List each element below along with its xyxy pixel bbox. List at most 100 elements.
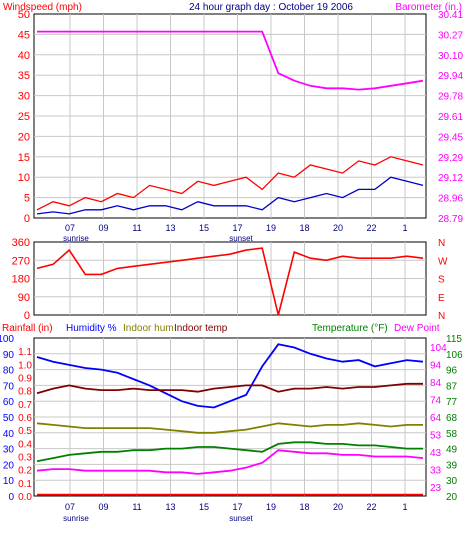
humidity-tick: 60 [3, 397, 15, 408]
chart-title: 24 hour graph day : October 19 2006 [189, 2, 353, 13]
temp-b-tick: 58 [446, 429, 458, 440]
barometer-axis-title: Barometer (in.) [395, 2, 462, 13]
rain-tick: 0.6 [18, 413, 32, 424]
temp-b-tick: 77 [446, 397, 458, 408]
wind-left-tick: 10 [18, 172, 30, 184]
temp-a-tick: 43 [430, 448, 442, 459]
rain-tick: 0.0 [18, 492, 32, 503]
indoor-hum-line [36, 422, 423, 434]
wind-left-tick: 50 [18, 9, 30, 21]
direction-right-tick: S [438, 275, 445, 286]
rain-tick: 0.5 [18, 426, 32, 437]
temp-a-tick: 84 [430, 378, 442, 389]
humidity-tick: 0 [8, 492, 14, 503]
indoor-temp-line [36, 382, 423, 395]
humidity-tick: 80 [3, 366, 15, 377]
x-tick-bottom: 11 [132, 502, 141, 512]
x-tick-bottom: 19 [266, 502, 276, 512]
temp-a-tick: 23 [430, 483, 442, 494]
grid-lines [34, 14, 426, 496]
barometer-line [37, 30, 424, 91]
temperature-line [36, 441, 423, 463]
wind-left-tick: 45 [18, 29, 30, 41]
temp-a-tick: 74 [430, 395, 442, 406]
x-tick-top: 15 [199, 223, 209, 233]
wind-right-tick: 29.12 [438, 173, 463, 184]
x-tick-top: 18 [299, 223, 309, 233]
indoor-temp-legend: Indoor temp [174, 323, 228, 334]
sunrise-label-bottom: sunrise [63, 514, 89, 523]
sunrise-label-top: sunrise [63, 234, 89, 243]
wind-right-tick: 29.78 [438, 92, 463, 103]
dewpoint-line [36, 449, 424, 475]
humidity-tick: 100 [0, 334, 14, 345]
wind-right-tick: 28.96 [438, 194, 463, 205]
x-tick-bottom: 18 [299, 502, 309, 512]
humidity-tick: 90 [3, 350, 15, 361]
wind-left-tick: 25 [18, 111, 30, 123]
windspeed-avg-line [36, 176, 424, 215]
humidity-tick: 30 [3, 445, 15, 456]
windspeed-axis-title: Windspeed (mph) [3, 2, 82, 13]
temp-b-tick: 87 [446, 381, 458, 392]
wind-left-tick: 40 [18, 50, 30, 62]
direction-left-tick: 360 [12, 237, 30, 249]
temp-b-tick: 39 [446, 460, 458, 471]
wind-right-tick: 29.45 [438, 132, 463, 143]
direction-left-tick: 270 [12, 255, 30, 267]
x-tick-top: 07 [65, 223, 75, 233]
rainfall-axis-title: Rainfall (in) [2, 323, 53, 334]
windspeed-line [36, 156, 424, 211]
x-tick-top: 09 [98, 223, 108, 233]
direction-right-tick: N [438, 238, 445, 249]
x-tick-top: 20 [333, 223, 343, 233]
wind-left-tick: 0 [24, 213, 30, 225]
direction-right-tick: E [438, 293, 445, 304]
rain-tick: 0.9 [18, 374, 32, 385]
indoor-hum-legend: Indoor hum [123, 323, 174, 334]
rain-tick: 0.3 [18, 453, 32, 464]
humidity-tick: 10 [3, 476, 15, 487]
x-tick-top: 13 [165, 223, 175, 233]
humidity-legend: Humidity % [66, 323, 117, 334]
temp-b-tick: 68 [446, 413, 458, 424]
wind-right-tick: 30.27 [438, 30, 463, 41]
rain-tick: 0.7 [18, 400, 32, 411]
rain-tick: 1.0 [18, 360, 32, 371]
humidity-tick: 20 [3, 460, 15, 471]
temp-a-tick: 104 [430, 343, 447, 354]
wind-right-tick: 30.10 [438, 51, 463, 62]
data-series [36, 30, 424, 496]
x-tick-top: 1 [402, 223, 407, 233]
direction-left-tick: 180 [12, 274, 30, 286]
x-tick-bottom: 22 [366, 502, 376, 512]
direction-left-tick: 90 [18, 292, 30, 304]
wind-left-tick: 5 [24, 193, 30, 205]
temp-b-tick: 30 [446, 476, 458, 487]
temperature-axis-title: Temperature (°F) [312, 323, 388, 334]
rain-tick: 0.8 [18, 387, 32, 398]
humidity-tick: 50 [3, 413, 15, 424]
temp-b-tick: 106 [446, 350, 463, 361]
x-tick-bottom: 09 [98, 502, 108, 512]
temp-a-tick: 53 [430, 431, 442, 442]
x-tick-bottom: 17 [232, 502, 242, 512]
x-tick-bottom: 1 [402, 502, 407, 512]
direction-right-tick: W [438, 256, 448, 267]
direction-right-tick: N [438, 311, 445, 322]
wind-left-tick: 30 [18, 91, 30, 103]
temp-a-tick: 94 [430, 360, 442, 371]
x-tick-bottom: 15 [199, 502, 209, 512]
x-tick-bottom: 20 [333, 502, 343, 512]
temp-a-tick: 33 [430, 466, 442, 477]
x-tick-top: 22 [366, 223, 376, 233]
wind-direction-line [36, 247, 424, 316]
x-tick-top: 19 [266, 223, 276, 233]
x-tick-bottom: 13 [165, 502, 175, 512]
wind-right-tick: 29.94 [438, 71, 463, 82]
x-tick-top: 11 [132, 223, 141, 233]
humidity-tick: 70 [3, 381, 15, 392]
humidity-line [36, 343, 424, 409]
